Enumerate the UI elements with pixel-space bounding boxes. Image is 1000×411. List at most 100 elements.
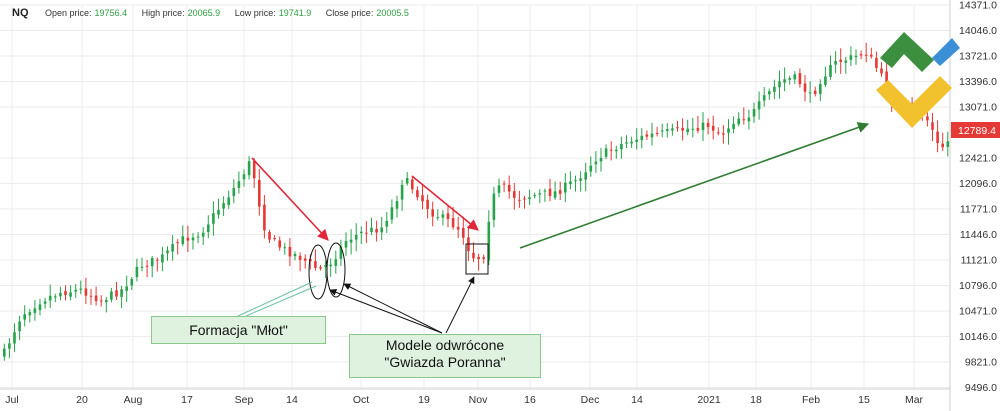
hammer-pointer-2 [245,285,317,317]
candle-body [314,261,317,268]
candle-body [263,204,266,231]
candle-body [727,128,730,133]
candle-body [125,286,128,291]
candle-body [844,60,848,63]
candle-body [502,183,506,185]
candle-body [395,201,399,209]
last-price-label: 12789.4 [958,125,996,137]
candle-body [752,109,756,117]
candle-body [145,265,149,267]
y-tick-label: 13721.0 [959,51,997,63]
morning-star-line2: "Gwiazda Poranna" [384,353,506,370]
candle-body [808,92,812,94]
candle-body [538,193,542,195]
candle-body [181,236,185,244]
y-tick-label: 11446.0 [960,229,997,241]
candle-body [191,237,195,241]
x-tick-label: Sep [235,394,254,406]
candle-body [584,172,587,180]
candle-body [813,90,817,95]
candle-body [518,199,521,201]
candle-body [757,101,761,110]
candle-body [691,128,695,130]
hammer-annotation: Formacja "Młot" [151,316,326,344]
candle-body [635,139,638,142]
x-tick-label: Nov [469,394,488,406]
candle-body [553,191,557,198]
y-tick-label: 13396.0 [959,76,997,88]
candle-body [84,288,88,296]
chart-grid [0,4,950,389]
y-tick-label: 10146.0 [959,331,997,343]
candle-body [283,247,287,249]
x-tick-label: Dec [581,394,600,406]
candle-body [115,290,118,297]
candle-body [375,228,378,233]
candle-body [645,134,649,137]
star-arrow-1 [329,288,443,334]
star-arrow-3 [445,276,475,334]
candle-body [472,252,475,259]
candle-body [360,231,363,234]
candle-body [8,343,11,349]
candle-body [666,129,669,132]
candle-body [926,116,929,121]
close-value: 20005.5 [376,8,409,18]
candle-body [650,133,654,138]
y-tick-label: 10796.0 [959,280,997,292]
candle-body [762,95,766,101]
candle-body [676,127,679,129]
candle-body [344,241,348,248]
candle-body [329,264,332,267]
candle-body [859,54,863,56]
candle-body [875,57,878,68]
candle-body [564,182,567,193]
open-label: Open price: [45,8,92,18]
candle-body [487,221,491,261]
candle-body [558,190,562,194]
candle-body [528,197,531,200]
candle-body [615,149,618,152]
candle-body [711,125,715,131]
candle-body [400,184,404,200]
candle-body [671,128,674,131]
candle-body [839,59,842,62]
candle-body [349,239,353,243]
candle-body [492,193,496,220]
candle-body [38,304,42,310]
candle-body [33,308,37,313]
candle-body [293,253,297,257]
candle-body [207,224,210,233]
candle-body [23,314,26,320]
y-tick-label: 9821.0 [965,357,997,369]
candle-body [120,289,123,297]
candle-body [140,266,144,268]
candle-body [451,217,455,228]
candle-body [298,255,302,260]
candle-body [334,259,338,266]
candle-body [599,157,603,162]
star-box [465,243,489,275]
candle-body [788,78,791,80]
candle-body [380,227,383,233]
y-tick-label: 13071.0 [959,102,997,114]
candle-body [64,291,67,296]
candle-body [696,127,700,131]
candle-body [252,160,256,179]
candle-body [99,300,103,302]
candle-body [416,190,419,198]
candle-body [497,185,501,193]
candle-body [354,234,358,240]
x-tick-label: 19 [418,394,430,406]
open-value: 19756.4 [94,8,128,18]
candle-body [365,232,368,234]
x-tick-label: Oct [353,394,369,406]
candle-body [936,131,939,144]
candle-body [390,207,394,220]
candlestick-series [3,42,950,361]
x-tick-label: 20 [76,394,88,406]
candle-body [722,133,725,135]
candle-body [854,55,858,58]
candle-body [462,227,465,238]
candle-body [222,203,225,209]
